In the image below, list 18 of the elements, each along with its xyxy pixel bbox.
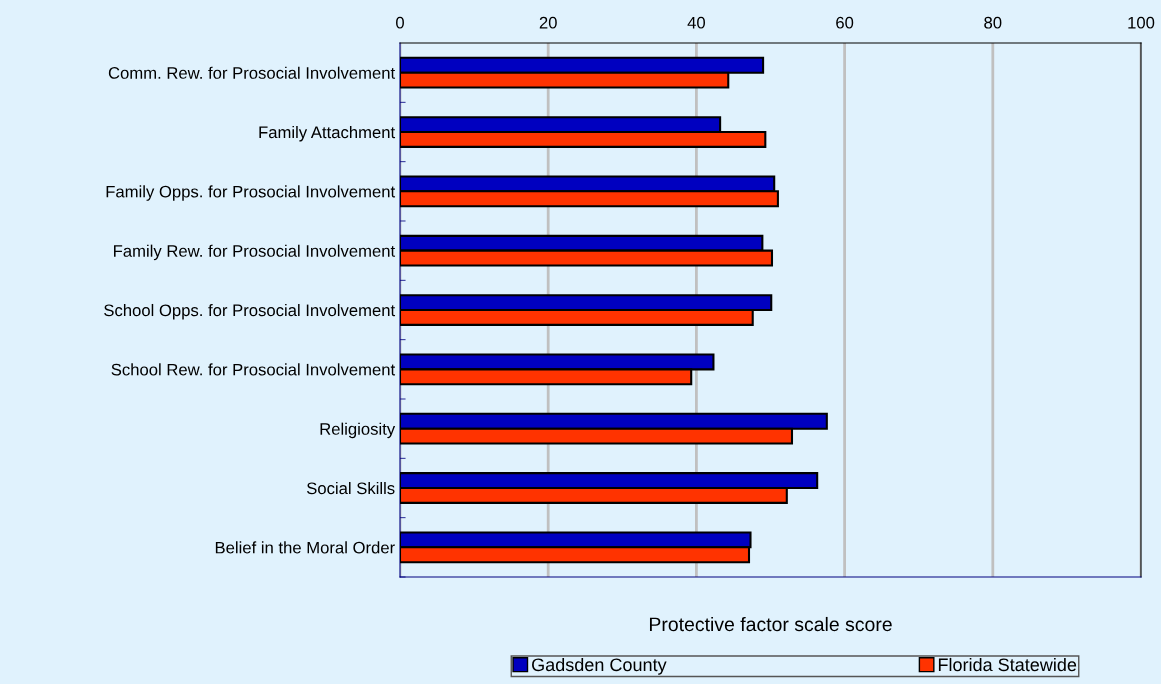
y-tick-label: School Opps. for Prosocial Involvement [104, 303, 396, 320]
x-tick-label: 0 [396, 16, 404, 29]
y-tick-label: Family Attachment [259, 125, 396, 142]
legend-label: Gadsden County [532, 657, 667, 675]
x-axis-title: Protective factor scale score [649, 616, 892, 632]
x-tick-label: 20 [539, 16, 557, 29]
y-tick-label: Family Rew. for Prosocial Involvement [114, 244, 396, 261]
x-tick-label: 100 [1128, 16, 1155, 29]
y-tick-label: Family Opps. for Prosocial Involvement [106, 185, 396, 201]
x-tick-label: 80 [984, 16, 1002, 29]
y-tick-label: Religiosity [320, 422, 396, 439]
y-tick-label: Social Skills [306, 481, 395, 495]
y-tick-label: School Rew. for Prosocial Involvement [111, 363, 396, 376]
x-tick-label: 60 [836, 16, 854, 29]
y-tick-label: Belief in the Moral Order [215, 541, 395, 554]
legend-label: Florida Statewide [938, 657, 1077, 672]
y-tick-label: Comm. Rew. for Prosocial Involvement [108, 66, 396, 79]
x-tick-label: 40 [687, 16, 706, 29]
